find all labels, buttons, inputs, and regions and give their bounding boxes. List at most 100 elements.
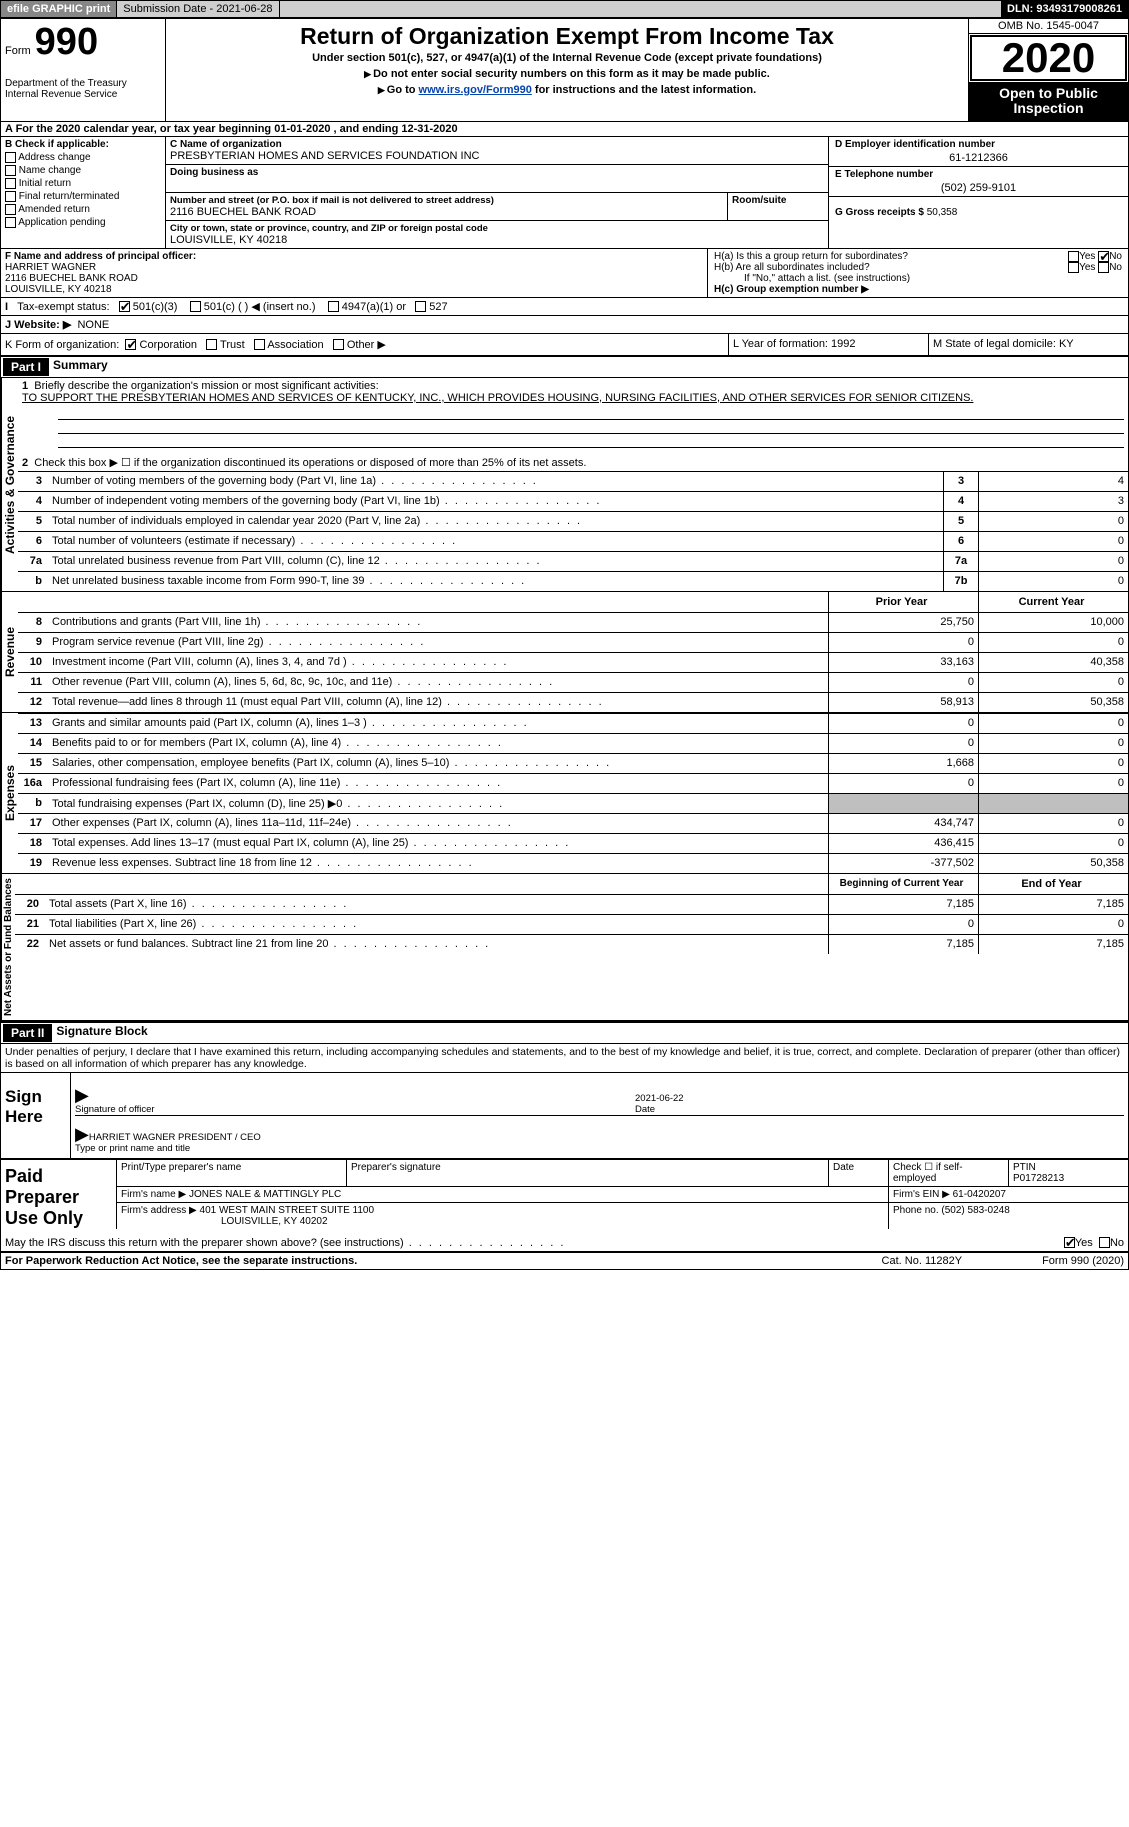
checkbox-icon[interactable] (5, 178, 16, 189)
prep-ptin: PTINP01728213 (1008, 1160, 1128, 1186)
line-12: 12 Total revenue—add lines 8 through 11 … (18, 692, 1128, 712)
preparer-fields: Print/Type preparer's name Preparer's si… (116, 1160, 1128, 1235)
line-number: 15 (18, 757, 48, 769)
line-value: 0 (978, 532, 1128, 551)
col-deg: D Employer identification number 61-1212… (828, 137, 1128, 248)
line-number: 19 (18, 857, 48, 869)
side-revenue: Revenue (1, 592, 18, 712)
part-ii-title: Signature Block (52, 1024, 147, 1038)
line-text: Total number of individuals employed in … (48, 513, 943, 529)
instruction-2: Go to www.irs.gov/Form990 for instructio… (170, 80, 964, 96)
prior-year-header: Prior Year (828, 592, 978, 612)
preparer-row-2: Firm's name ▶ JONES NALE & MATTINGLY PLC… (116, 1187, 1128, 1203)
prior-year-value: 0 (828, 774, 978, 793)
checkbox-icon[interactable] (1099, 1237, 1110, 1248)
checkbox-icon[interactable] (5, 165, 16, 176)
efile-print-button[interactable]: efile GRAPHIC print (1, 1, 117, 17)
line-text: Other revenue (Part VIII, column (A), li… (48, 674, 828, 690)
line-18: 18 Total expenses. Add lines 13–17 (must… (18, 833, 1128, 853)
prep-date-label: Date (828, 1160, 888, 1186)
current-year-value: 0 (978, 633, 1128, 652)
checkbox-icon[interactable] (206, 339, 217, 350)
checkbox-icon[interactable] (5, 204, 16, 215)
checkbox-icon[interactable] (5, 217, 16, 228)
c-city: City or town, state or province, country… (166, 221, 828, 248)
arrow-icon: ▶ (75, 1085, 89, 1105)
b-amended: Amended return (5, 204, 161, 215)
checkbox-icon[interactable] (5, 191, 16, 202)
e-value: (502) 259-9101 (835, 180, 1122, 194)
submission-date-value: 2021-06-28 (216, 3, 272, 15)
checkbox-icon[interactable] (5, 152, 16, 163)
blank (45, 882, 828, 886)
spacer (280, 7, 1001, 11)
checkbox-icon[interactable] (415, 301, 426, 312)
part-i-badge: Part I (3, 358, 49, 376)
g-label: G Gross receipts $ (835, 207, 924, 218)
line-box: 5 (943, 512, 978, 531)
part-i-title: Summary (49, 358, 108, 372)
line-2: 2 Check this box ▶ ☐ if the organization… (18, 448, 1128, 471)
line-box: 3 (943, 472, 978, 491)
row-j-website: J Website: ▶ NONE (1, 316, 1128, 334)
dln-cell: DLN: 93493179008261 (1001, 1, 1128, 17)
irs-link[interactable]: www.irs.gov/Form990 (419, 84, 532, 96)
f-addr: 2116 BUECHEL BANK ROAD (5, 273, 703, 284)
line-text: Total unrelated business revenue from Pa… (48, 553, 943, 569)
c-dba: Doing business as (166, 165, 828, 193)
line-b: b Net unrelated business taxable income … (18, 571, 1128, 591)
line-20: 20 Total assets (Part X, line 16) 7,185 … (15, 894, 1128, 914)
hc-label: H(c) Group exemption number ▶ (714, 284, 1122, 295)
header-left: Form 990 Department of the Treasury Inte… (1, 19, 166, 121)
prior-year-value: 58,913 (828, 693, 978, 712)
checkbox-icon[interactable] (1098, 262, 1109, 273)
officer-name-line: ▶HARRIET WAGNER PRESIDENT / CEOType or p… (75, 1116, 1124, 1154)
section-expenses: Expenses 13 Grants and similar amounts p… (1, 713, 1128, 874)
d-ein: D Employer identification number 61-1212… (829, 137, 1128, 167)
line-value: 0 (978, 512, 1128, 531)
checkbox-icon[interactable] (1068, 251, 1079, 262)
line-text: Number of voting members of the governin… (48, 473, 943, 489)
line-number: 12 (18, 696, 48, 708)
line-number: 18 (18, 837, 48, 849)
prior-year-value: 25,750 (828, 613, 978, 632)
expenses-body: 13 Grants and similar amounts paid (Part… (18, 713, 1128, 873)
checkbox-icon[interactable] (328, 301, 339, 312)
checkbox-icon[interactable] (190, 301, 201, 312)
prior-year-value: 7,185 (828, 895, 978, 914)
line-box: 7a (943, 552, 978, 571)
prior-year-value: 0 (828, 714, 978, 733)
f-label: F Name and address of principal officer: (5, 251, 703, 262)
submission-date-label: Submission Date - (123, 3, 213, 15)
c-room: Room/suite (728, 193, 828, 220)
checkbox-icon[interactable] (1098, 251, 1109, 262)
line-text: Number of independent voting members of … (48, 493, 943, 509)
c-addr-value: 2116 BUECHEL BANK ROAD (170, 206, 723, 218)
checkbox-icon[interactable] (1068, 262, 1079, 273)
part-ii-header: Part II Signature Block (1, 1021, 1128, 1044)
line-number: 17 (18, 817, 48, 829)
side-net-assets: Net Assets or Fund Balances (1, 874, 15, 1020)
c-room-label: Room/suite (732, 195, 824, 206)
checkbox-icon[interactable] (1064, 1237, 1075, 1248)
checkbox-icon[interactable] (125, 339, 136, 350)
checkbox-icon[interactable] (333, 339, 344, 350)
firm-name: Firm's name ▶ JONES NALE & MATTINGLY PLC (116, 1187, 888, 1202)
prior-year-value (828, 794, 978, 813)
current-year-value: 0 (978, 734, 1128, 753)
f-name: HARRIET WAGNER (5, 262, 703, 273)
form-label: Form 990 (5, 21, 161, 64)
firm-phone: Phone no. (502) 583-0248 (888, 1203, 1128, 1229)
blank-line (58, 420, 1124, 434)
b-address-change: Address change (5, 152, 161, 163)
row-a-tax-year: A For the 2020 calendar year, or tax yea… (1, 122, 1128, 137)
c-org-name: C Name of organization PRESBYTERIAN HOME… (166, 137, 828, 165)
line-16a: 16a Professional fundraising fees (Part … (18, 773, 1128, 793)
e-label: E Telephone number (835, 169, 1122, 180)
current-year-value: 0 (978, 673, 1128, 692)
current-year-value: 50,358 (978, 854, 1128, 873)
c-city-value: LOUISVILLE, KY 40218 (170, 234, 824, 246)
checkbox-icon[interactable] (254, 339, 265, 350)
line-8: 8 Contributions and grants (Part VIII, l… (18, 612, 1128, 632)
checkbox-icon[interactable] (119, 301, 130, 312)
